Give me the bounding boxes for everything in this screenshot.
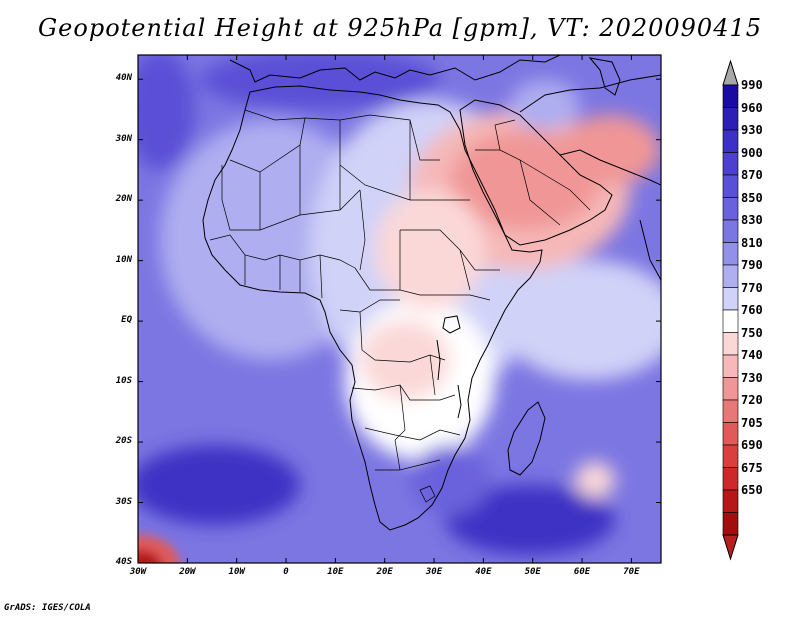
colorbar-level-label: 675 [741,460,763,475]
colorbar-level-label: 870 [741,168,763,182]
lat-label: EQ [121,315,132,326]
colorbar-swatch [722,444,739,468]
colorbar-level-label: 750 [741,325,763,340]
colorbar-swatch [722,107,739,131]
lat-label: 30S [115,496,132,507]
grads-credit: GrADS: IGES/COLA [4,603,91,613]
plot-frame [137,54,662,564]
coastlines [202,55,661,531]
lon-label: 20E [376,567,393,577]
lon-label: 10W [228,567,245,577]
colorbar-swatch [722,354,739,378]
colorbar-swatch [722,399,739,423]
lat-label: 20S [115,436,132,447]
colorbar-level-label: 730 [741,370,763,385]
field-congo-pink [360,320,450,400]
colorbar-swatch [722,422,739,446]
colorbar-level-label: 930 [741,123,763,137]
map-title: Geopotential Height at 925hPa [gpm], VT:… [38,14,762,42]
lat-label: 30N [115,133,132,144]
lake-malawi [457,384,462,419]
lat-label: 10N [115,254,132,265]
lon-label: 30E [425,567,443,577]
field-med-high [200,55,440,110]
colorbar-swatch [722,309,739,333]
country-borders [209,109,591,503]
border-lesotho [419,485,436,503]
colorbar-swatch [722,377,739,401]
colorbar-level-label: 790 [741,258,763,272]
colorbar-level-label: 740 [741,348,763,362]
colorbar-level-label: 650 [741,483,763,497]
colorbar-level-label: 960 [741,100,763,115]
colorbar-level-label: 850 [741,190,763,205]
field-southatlantic-high [138,445,300,525]
colorbar-level-label: 720 [741,393,763,407]
field-persia [560,115,660,185]
colorbar-swatch [722,287,739,311]
colorbar [722,59,739,561]
border-southern-africa [351,384,461,471]
colorbar-swatch [722,84,739,108]
colorbar-level-label: 990 [741,78,763,92]
lon-label: 0 [283,567,289,577]
lon-label: 40E [475,567,492,577]
lat-label: 20N [115,194,132,205]
field-indian-high [445,485,615,555]
field-mascarene-low [575,462,615,498]
border-central-africa [339,267,446,396]
height-field [138,55,661,563]
field-zagros [510,80,580,130]
colorbar-swatch [722,174,739,198]
colorbar-swatch [722,242,739,266]
colorbar-level-label: 690 [741,438,763,452]
colorbar-level-label: 760 [741,303,763,317]
field-sudan-pink [375,190,485,310]
colorbar-level-label: 900 [741,145,763,160]
colorbar-level-label: 830 [741,213,763,227]
asia-coastline [519,74,661,281]
colorbar-level-label: 770 [741,280,763,295]
lon-label: 60E [573,567,591,577]
border-west-africa [209,234,356,299]
colorbar-over-triangle [722,59,739,86]
border-arabia [475,119,591,226]
lon-label: 20W [179,567,196,577]
lat-label: 40S [115,557,132,567]
colorbar-swatch [722,264,739,288]
colorbar-swatch [722,489,739,513]
lon-label: 50E [524,567,541,577]
africa-coastline [202,85,543,531]
lat-label: 40N [115,73,132,84]
colorbar-swatch [722,219,739,243]
field-indian-ocean [500,260,661,380]
border-north-africa [229,109,440,201]
colorbar-swatch [722,129,739,153]
colorbar-under-triangle [722,534,739,561]
field-corner-low-core [138,550,162,563]
lon-label: 10E [327,567,344,577]
lon-label: 70E [623,567,640,577]
europe-coastline [229,55,561,83]
madagascar-coastline [507,401,546,476]
field-atlantic-north [138,55,195,170]
colorbar-level-label: 810 [741,235,763,250]
axis-ticks [137,55,661,564]
arabia-coastline [459,99,613,246]
colorbar-level-label: 705 [741,415,763,430]
colorbar-swatch [722,332,739,356]
caspian-coastline [588,57,621,96]
lat-label: 10S [115,375,132,386]
colorbar-swatch [722,512,739,536]
lake-victoria [442,315,461,334]
colorbar-swatch [722,467,739,491]
colorbar-swatch [722,152,739,176]
border-sahel [221,145,366,271]
colorbar-swatch [722,197,739,221]
border-east-africa [399,199,500,301]
lon-label: 30W [129,567,147,577]
lake-tanganyika [436,339,441,381]
field-mozambique [410,445,490,515]
